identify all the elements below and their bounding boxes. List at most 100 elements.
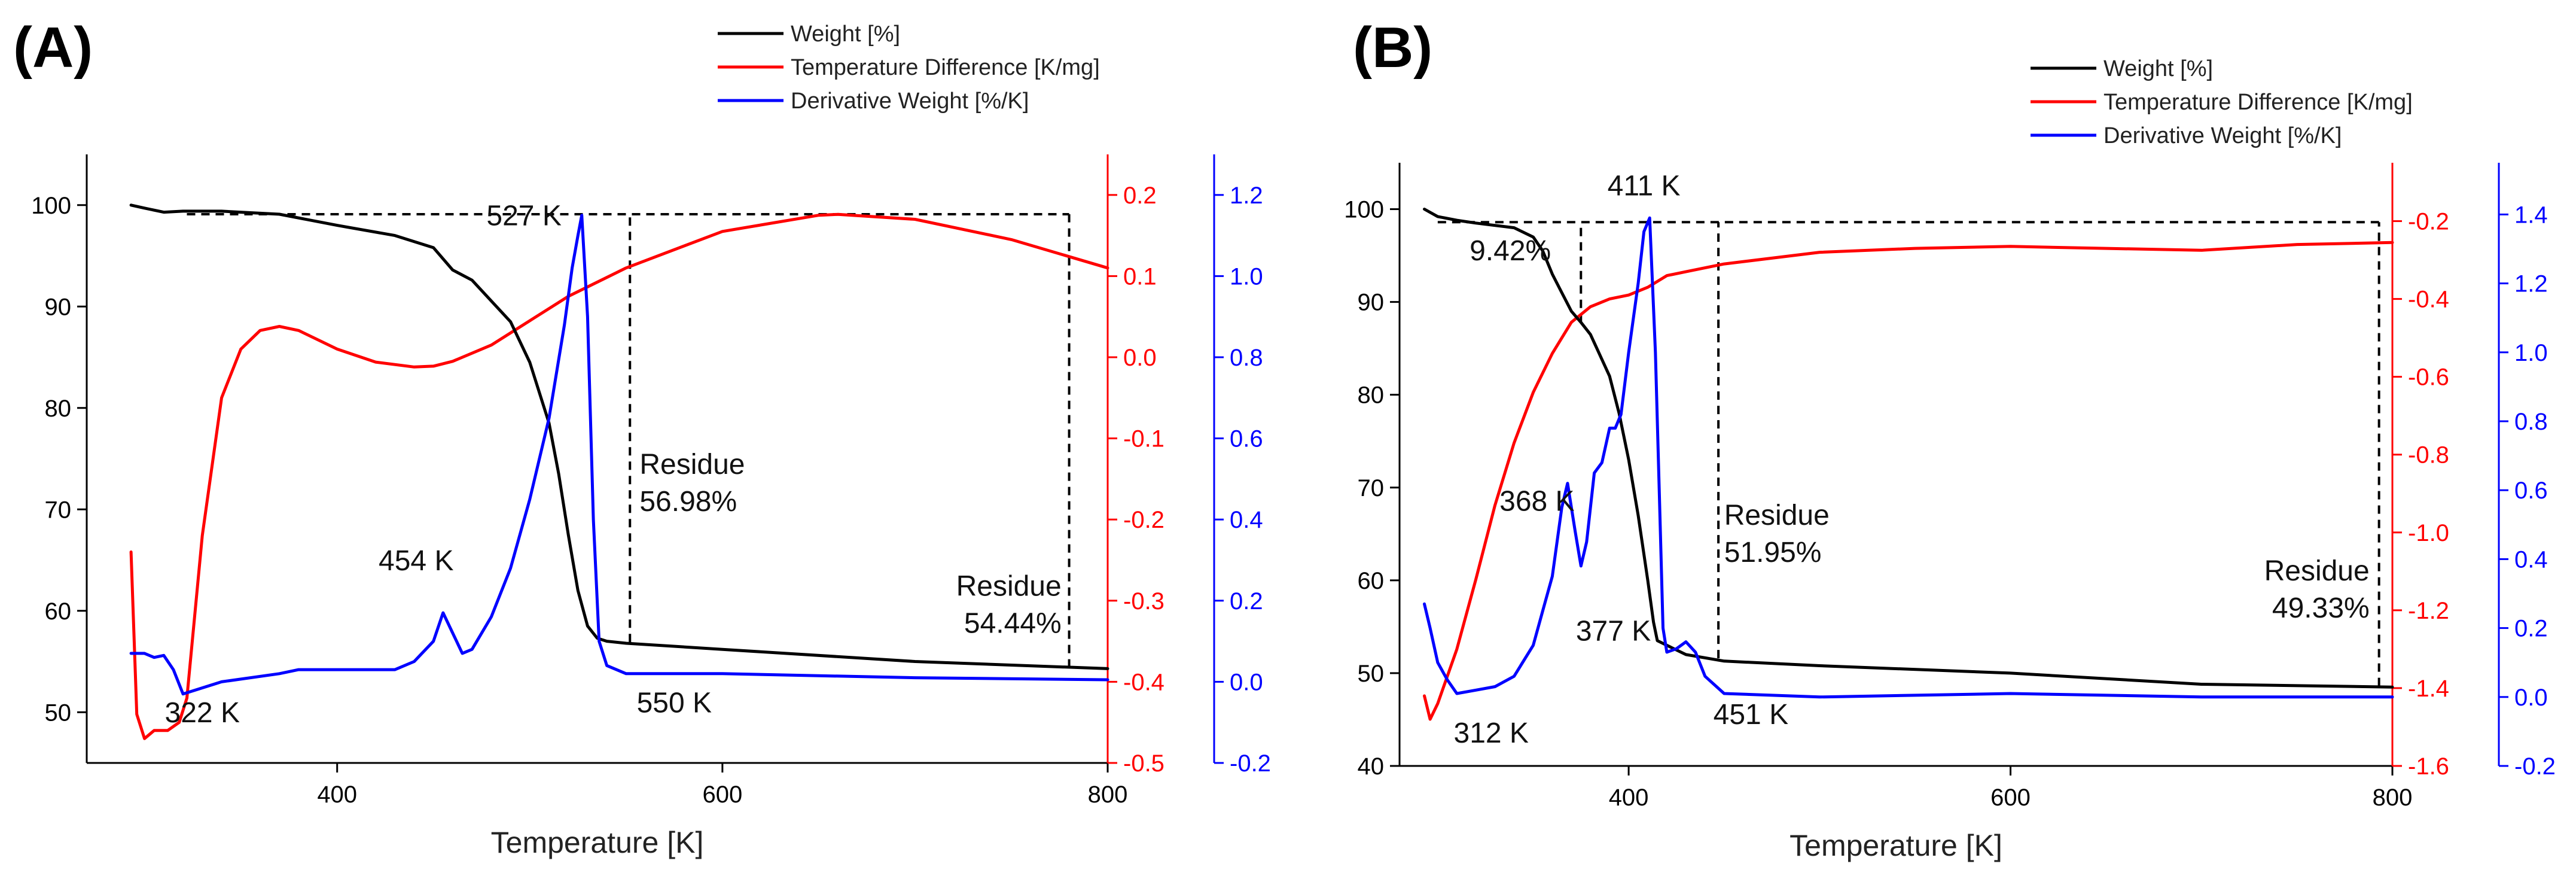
annotation-label: Residue 54.44%	[956, 570, 1062, 639]
annotation-label: 527 K	[486, 200, 561, 232]
tempdiff-tick-label: -0.3	[1123, 588, 1164, 615]
annotation-label: 368 K	[1499, 486, 1574, 518]
deriv-tick-label: -0.2	[2514, 753, 2556, 780]
tempdiff-tick-label: -0.4	[1123, 669, 1164, 695]
annotation-line: 54.44%	[964, 607, 1062, 639]
deriv-tick-label: 1.0	[1230, 263, 1263, 290]
panel-label: (A)	[13, 16, 93, 80]
x-axis-title: Temperature [K]	[491, 826, 704, 859]
annotation-line: 454 K	[379, 545, 453, 577]
annotation-label: 411 K	[1608, 170, 1681, 202]
annotation-label: Residue 56.98%	[639, 449, 745, 518]
weight-tick-label: 100	[31, 193, 71, 219]
deriv-tick-label: 0.6	[2514, 478, 2548, 504]
weight-tick-label: 60	[1358, 568, 1385, 594]
weight-tick-label: 70	[45, 497, 72, 523]
annotation-line: 377 K	[1576, 616, 1651, 647]
deriv-tick-label: 0.0	[2514, 685, 2548, 711]
tempdiff-tick-label: -1.0	[2408, 520, 2449, 546]
tempdiff-tick-label: -1.6	[2408, 753, 2449, 780]
tempdiff-tick-label: -0.1	[1123, 426, 1164, 452]
x-tick-label: 600	[702, 781, 742, 808]
weight-tick-label: 100	[1344, 197, 1384, 223]
annotation-label: 322 K	[165, 697, 240, 729]
annotation-line: 56.98%	[639, 486, 737, 518]
x-tick-label: 800	[2373, 784, 2413, 811]
legend-label: Temperature Difference [K/mg]	[2104, 90, 2413, 115]
annotation-label: Residue 51.95%	[1724, 500, 1830, 568]
annotation-label: 451 K	[1714, 699, 1788, 731]
weight-tick-label: 50	[45, 700, 72, 726]
tempdiff-tick-label: -0.2	[1123, 507, 1164, 533]
weight-tick-label: 70	[1358, 475, 1385, 501]
deriv-tick-label: 0.6	[1230, 426, 1263, 452]
series-line-tempdiff	[129, 212, 1109, 740]
series-line-tempdiff	[1423, 241, 2394, 721]
panel-b: (B) 400 600 800 Temperature [K] 40 50 60 70 80 90 1…	[1344, 16, 2556, 862]
deriv-tick-label: 0.2	[2514, 616, 2548, 642]
x-axis-title: Temperature [K]	[1790, 829, 2002, 862]
annotation-line: Residue	[1724, 500, 1830, 531]
series-line-weight	[1423, 208, 2394, 689]
series-line-weight	[129, 203, 1109, 670]
deriv-tick-label: 0.4	[1230, 507, 1263, 533]
legend-label: Weight [%]	[791, 22, 900, 47]
annotation-line: Residue	[956, 570, 1062, 602]
panel-label: (B)	[1353, 16, 1432, 80]
weight-tick-label: 50	[1358, 661, 1385, 687]
x-tick-label: 600	[1990, 784, 2031, 811]
annotation-label: 377 K	[1576, 616, 1651, 647]
annotation-label: 9.42%	[1470, 235, 1551, 267]
legend-label: Derivative Weight [%/K]	[2104, 123, 2342, 148]
weight-tick-label: 40	[1358, 753, 1385, 780]
x-tick-label: 400	[1609, 784, 1649, 811]
annotation-line: 9.42%	[1470, 235, 1551, 267]
tempdiff-tick-label: -0.5	[1123, 750, 1164, 777]
annotation-line: 527 K	[486, 200, 561, 232]
deriv-tick-label: 1.2	[2514, 271, 2548, 297]
x-tick-label: 800	[1088, 781, 1128, 808]
panel-a: (A) 400 600 800 Temperature [K] 50 60 70 80 90 100…	[13, 16, 1271, 859]
deriv-tick-label: 0.8	[1230, 345, 1263, 371]
deriv-tick-label: 0.8	[2514, 409, 2548, 435]
deriv-tick-label: 1.2	[1230, 183, 1263, 209]
tempdiff-tick-label: 0.1	[1123, 263, 1157, 290]
weight-tick-label: 90	[45, 294, 72, 320]
tempdiff-tick-label: -0.8	[2408, 442, 2449, 469]
tempdiff-tick-label: 0.0	[1123, 345, 1157, 371]
annotation-line: 451 K	[1714, 699, 1788, 731]
annotation-line: 312 K	[1454, 717, 1529, 749]
series-line-deriv	[129, 214, 1109, 696]
deriv-tick-label: -0.2	[1230, 750, 1271, 777]
legend: Weight [%] Temperature Difference [K/mg] D…	[718, 22, 1100, 114]
annotation-line: 322 K	[165, 697, 240, 729]
annotation-line: 550 K	[637, 687, 712, 719]
annotation-line: Residue	[639, 449, 745, 481]
deriv-tick-label: 1.0	[2514, 340, 2548, 366]
weight-tick-label: 60	[45, 598, 72, 625]
annotation-label: 550 K	[637, 687, 712, 719]
deriv-tick-label: 0.4	[2514, 546, 2548, 573]
legend-label: Derivative Weight [%/K]	[791, 89, 1029, 114]
tempdiff-tick-label: -0.4	[2408, 287, 2449, 313]
annotation-line: 411 K	[1608, 170, 1681, 202]
legend-label: Weight [%]	[2104, 56, 2213, 81]
series-line-deriv	[1423, 216, 2394, 699]
weight-tick-label: 90	[1358, 290, 1385, 316]
legend: Weight [%] Temperature Difference [K/mg] D…	[2031, 56, 2413, 148]
tempdiff-tick-label: -0.6	[2408, 364, 2449, 391]
legend-label: Temperature Difference [K/mg]	[791, 55, 1100, 80]
tempdiff-tick-label: -1.2	[2408, 598, 2449, 624]
annotation-line: 49.33%	[2272, 592, 2370, 624]
tempdiff-tick-label: -0.2	[2408, 209, 2449, 235]
weight-tick-label: 80	[1358, 382, 1385, 409]
annotation-label: 454 K	[379, 545, 453, 577]
annotation-line: 51.95%	[1724, 537, 1822, 568]
deriv-tick-label: 0.0	[1230, 669, 1263, 695]
annotation-line: 368 K	[1499, 486, 1574, 518]
deriv-tick-label: 0.2	[1230, 588, 1263, 615]
x-tick-label: 400	[317, 781, 357, 808]
deriv-tick-label: 1.4	[2514, 202, 2548, 228]
weight-tick-label: 80	[45, 396, 72, 422]
